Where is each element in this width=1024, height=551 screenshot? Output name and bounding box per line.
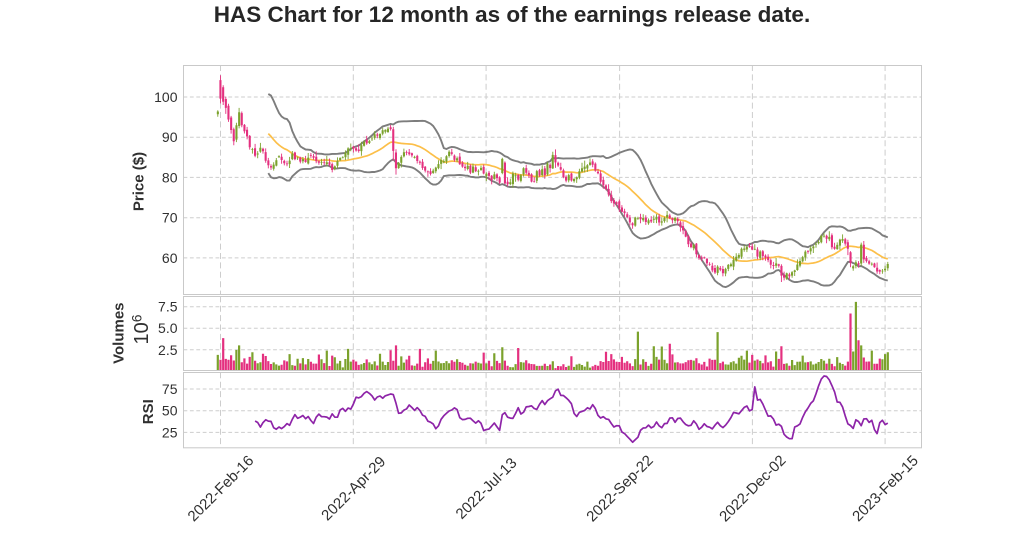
svg-text:Volumes: Volumes	[111, 302, 128, 363]
svg-text:7.5: 7.5	[158, 299, 178, 315]
svg-text:70: 70	[162, 210, 178, 226]
svg-text:60: 60	[162, 250, 178, 266]
svg-text:5.0: 5.0	[158, 320, 178, 336]
svg-text:2.5: 2.5	[158, 342, 178, 358]
svg-text:80: 80	[162, 169, 178, 185]
svg-text:25: 25	[162, 424, 178, 440]
svg-text:75: 75	[162, 381, 178, 397]
svg-text:90: 90	[162, 129, 178, 145]
svg-text:50: 50	[162, 403, 178, 419]
svg-text:100: 100	[154, 89, 178, 105]
svg-text:HAS Chart for 12 month as of t: HAS Chart for 12 month as of the earning…	[214, 2, 810, 27]
svg-text:Price ($): Price ($)	[130, 152, 147, 211]
svg-text:RSI: RSI	[140, 399, 157, 424]
